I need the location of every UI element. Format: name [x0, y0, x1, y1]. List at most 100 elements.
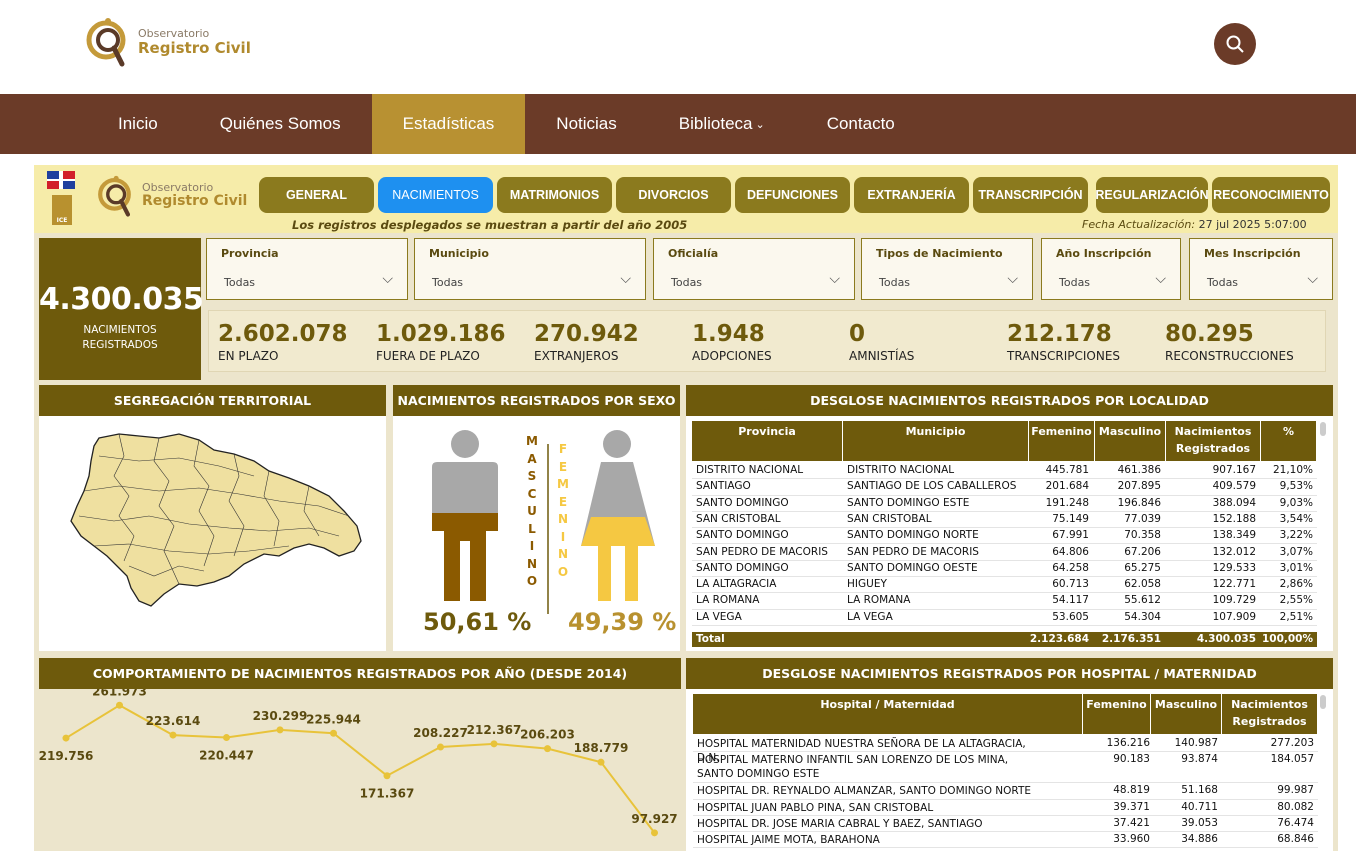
tab-general[interactable]: GENERAL — [259, 177, 374, 213]
filter-provincia[interactable]: Provincia Todas ⌵ — [206, 238, 408, 300]
col-masculino[interactable]: Masculino — [1095, 421, 1166, 461]
total-births-label2: REGISTRADOS — [82, 338, 158, 351]
filter-label: Mes Inscripción — [1204, 247, 1301, 260]
data-label: 230.299 — [253, 709, 308, 723]
filter-oficialia[interactable]: Oficialía Todas ⌵ — [653, 238, 855, 300]
data-point[interactable] — [651, 829, 658, 837]
table-row[interactable]: SAN CRISTOBAL SAN CRISTOBAL 75.149 77.039 15… — [692, 512, 1317, 529]
table-row[interactable]: SANTIAGO SANTIAGO DE LOS CABALLEROS 201.68… — [692, 479, 1317, 496]
filter-label: Año Inscripción — [1056, 247, 1152, 260]
tab-divorcios[interactable]: DIVORCIOS — [616, 177, 731, 213]
filter-value: Todas — [432, 276, 464, 289]
total-nacimientos: 4.300.035 — [1196, 633, 1256, 645]
table-cell: 409.579 — [1212, 480, 1256, 493]
tab-reconocimiento[interactable]: RECONOCIMIENTO — [1212, 177, 1330, 213]
table-row[interactable]: SANTO DOMINGO SANTO DOMINGO NORTE 67.991 70… — [692, 528, 1317, 545]
territorial-title: SEGREGACIÓN TERRITORIAL — [39, 385, 386, 416]
filter-municipio[interactable]: Municipio Todas ⌵ — [414, 238, 646, 300]
tab-matrimonios[interactable]: MATRIMONIOS — [497, 177, 612, 213]
tab-extranjeria[interactable]: EXTRANJERÍA — [854, 177, 969, 213]
nav-contacto[interactable]: Contacto — [826, 114, 895, 133]
nav-quienes-somos[interactable]: Quiénes Somos — [219, 114, 341, 133]
nav-estadisticas[interactable]: Estadísticas — [371, 94, 526, 154]
table-cell: 461.386 — [1117, 464, 1161, 476]
col-municipio[interactable]: Municipio — [843, 421, 1029, 461]
sex-figures — [432, 430, 655, 614]
filter-anio-inscripcion[interactable]: Año Inscripción Todas ⌵ — [1041, 238, 1181, 300]
table-row[interactable]: HOSPITAL DR. REYNALDO ALMANZAR, SANTO DO… — [693, 783, 1318, 800]
chevron-down-icon: ⌵ — [382, 271, 393, 287]
table-cell: 196.846 — [1117, 496, 1161, 509]
col-femenino[interactable]: Femenino — [1083, 694, 1151, 734]
data-point[interactable] — [544, 745, 551, 753]
letter: L — [528, 521, 536, 536]
data-point[interactable] — [330, 729, 337, 737]
kpi-value: 1.029.186 — [376, 321, 506, 347]
localidad-rows: DISTRITO NACIONAL DISTRITO NACIONAL 445.78… — [692, 463, 1317, 633]
logo-line1: Observatorio — [138, 26, 210, 40]
nav-inicio[interactable]: Inicio — [118, 114, 158, 133]
table-row[interactable]: SANTO DOMINGO SANTO DOMINGO OESTE 64.258 65… — [692, 561, 1317, 578]
data-point[interactable] — [116, 701, 123, 709]
filter-tipos-nacimiento[interactable]: Tipos de Nacimiento Todas ⌵ — [861, 238, 1033, 300]
data-point[interactable] — [169, 731, 177, 739]
kpi-reconstrucciones: 80.295 RECONSTRUCCIONES — [1165, 321, 1294, 363]
data-point[interactable] — [597, 758, 605, 766]
table-row[interactable]: LA VEGA LA VEGA 53.605 54.304 107.909 2,51% — [692, 610, 1317, 626]
table-row[interactable]: SANTO DOMINGO SANTO DOMINGO ESTE 191.248 19… — [692, 496, 1317, 512]
year-line-chart[interactable]: 219.756 261.973 223.614 220.447 230.299225.9… — [39, 689, 681, 851]
data-label: 208.227 — [413, 726, 468, 740]
tab-nacimientos[interactable]: NACIMIENTOS — [378, 177, 493, 213]
table-cell: 37.421 — [1113, 816, 1150, 829]
data-point[interactable] — [383, 772, 391, 780]
kpi-row: 2.602.078 EN PLAZO 1.029.186 FUERA DE PLAZ… — [208, 310, 1326, 372]
data-point[interactable] — [62, 734, 70, 742]
localidad-table: Provincia Municipio Femenino Masculino N… — [692, 421, 1317, 647]
dashboard-header: ICE Observatorio Registro Civil GENERAL … — [34, 165, 1338, 233]
table-row[interactable]: SAN PEDRO DE MACORIS SAN PEDRO DE MACORIS… — [692, 545, 1317, 561]
table-row[interactable]: HOSPITAL DR. JOSE MARIA CABRAL Y BAEZ, S… — [693, 816, 1318, 833]
localidad-scrollbar[interactable] — [1320, 422, 1326, 436]
letter: C — [527, 486, 537, 501]
table-row[interactable]: HOSPITAL JUAN PABLO PINA, SAN CRISTOBAL 3… — [693, 800, 1318, 816]
table-cell: 207.895 — [1117, 480, 1161, 493]
data-point[interactable] — [223, 734, 230, 742]
data-point[interactable] — [490, 740, 498, 748]
col-percent[interactable]: % — [1261, 421, 1317, 461]
hospital-rows: HOSPITAL MATERNIDAD NUESTRA SEÑORA DE LA… — [693, 736, 1318, 851]
table-row[interactable]: LA ROMANA LA ROMANA 54.117 55.612 109.729 2,5… — [692, 593, 1317, 610]
nav-noticias[interactable]: Noticias — [556, 114, 617, 133]
col-masculino[interactable]: Masculino — [1151, 694, 1222, 734]
table-row[interactable]: HOSPITAL JAIME MOTA, BARAHONA 33.960 34.88… — [693, 832, 1318, 849]
dominican-republic-map[interactable] — [39, 416, 386, 651]
table-row[interactable]: HOSPITAL MATERNO INFANTIL SAN LORENZO DE… — [693, 752, 1318, 784]
hospital-scrollbar[interactable] — [1320, 695, 1326, 709]
table-cell: LA ROMANA — [696, 594, 760, 607]
tab-defunciones[interactable]: DEFUNCIONES — [735, 177, 850, 213]
filter-mes-inscripcion[interactable]: Mes Inscripción Todas ⌵ — [1189, 238, 1333, 300]
site-logo[interactable]: Observatorio Registro Civil — [84, 16, 251, 68]
filter-value: Todas — [1059, 276, 1091, 289]
table-row[interactable]: LA ALTAGRACIA HIGUEY 60.713 62.058 122.771 2,… — [692, 577, 1317, 594]
table-cell: 90.183 — [1113, 753, 1150, 766]
data-point[interactable] — [437, 743, 444, 751]
letter: U — [527, 504, 537, 518]
col-femenino[interactable]: Femenino — [1029, 421, 1095, 461]
table-cell: SANTIAGO — [696, 480, 751, 493]
data-point[interactable] — [276, 726, 284, 734]
col-nacimientos[interactable]: Nacimientos Registrados — [1166, 421, 1261, 461]
tab-transcripcion[interactable]: TRANSCRIPCIÓN — [973, 177, 1088, 213]
col-nacimientos[interactable]: Nacimientos Registrados — [1222, 694, 1318, 734]
table-row[interactable]: DISTRITO NACIONAL DISTRITO NACIONAL 445.78… — [692, 463, 1317, 480]
letter: I — [560, 529, 566, 544]
table-row[interactable]: HOSPITAL MATERNIDAD NUESTRA SEÑORA DE LA… — [693, 736, 1318, 764]
col-hospital[interactable]: Hospital / Maternidad — [693, 694, 1083, 734]
table-cell: LA ALTAGRACIA — [696, 578, 777, 591]
total-femenino: 2.123.684 — [1029, 633, 1089, 645]
col-provincia[interactable]: Provincia — [692, 421, 843, 461]
tab-regularizacion[interactable]: REGULARIZACIÓN — [1095, 177, 1209, 213]
kpi-label: ADOPCIONES — [692, 349, 772, 363]
search-button[interactable] — [1214, 23, 1256, 65]
nav-biblioteca[interactable]: Biblioteca ⌄ — [648, 94, 796, 154]
